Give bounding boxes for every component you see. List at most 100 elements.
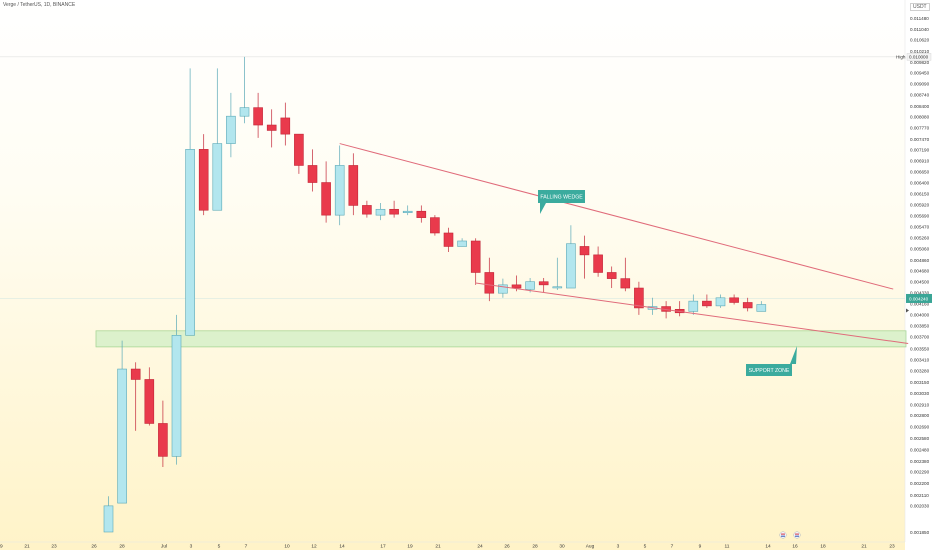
y-tick-label: 0.003410 <box>910 358 930 363</box>
y-tick-label: 0.002110 <box>910 493 929 498</box>
flag-circle <box>793 531 801 539</box>
candle[interactable] <box>198 134 209 216</box>
y-tick-label: 0.010620 <box>910 38 930 43</box>
candle[interactable] <box>688 294 699 315</box>
high-price-value: 0.010000 <box>909 55 929 60</box>
candle-body <box>321 182 331 216</box>
high-label: High <box>896 55 906 60</box>
candle[interactable] <box>362 200 372 218</box>
wedge-upper-line[interactable] <box>339 143 894 290</box>
candle[interactable] <box>606 266 617 289</box>
candle-body <box>362 205 372 215</box>
candle[interactable] <box>430 215 440 236</box>
candle[interactable] <box>185 68 195 336</box>
candle[interactable] <box>538 277 549 293</box>
candle[interactable] <box>634 281 644 315</box>
candle[interactable] <box>470 238 481 285</box>
candle-body <box>280 117 291 135</box>
candle[interactable] <box>457 238 467 247</box>
support-zone-label[interactable]: SUPPORT ZONE <box>746 346 797 376</box>
falling-wedge-label[interactable]: FALLING WEDGE <box>538 190 585 214</box>
candle-body <box>579 246 590 256</box>
candle[interactable] <box>212 68 223 211</box>
y-tick-label: 0.008080 <box>910 115 930 120</box>
candle[interactable] <box>593 246 603 277</box>
currency-label[interactable]: USDT <box>910 3 930 11</box>
y-tick-label: 0.002380 <box>910 459 930 464</box>
candle-body <box>538 281 549 286</box>
candle[interactable] <box>253 92 263 138</box>
candle[interactable] <box>620 257 631 292</box>
candle-body <box>198 149 209 211</box>
candle[interactable] <box>484 257 495 302</box>
x-tick-label: 24 <box>477 544 483 550</box>
candle-body <box>348 165 359 206</box>
event-flag-icon[interactable] <box>779 531 787 539</box>
candle[interactable] <box>389 200 399 218</box>
y-tick-label: 0.002480 <box>910 447 930 452</box>
candle[interactable] <box>416 205 427 223</box>
wedge-lower-line[interactable] <box>475 282 909 344</box>
candle-body <box>171 335 182 457</box>
y-tick-label: 0.002030 <box>910 504 930 509</box>
x-tick-label: 7 <box>245 544 248 550</box>
candle[interactable] <box>266 109 277 148</box>
x-tick-label: 19 <box>0 544 3 550</box>
x-tick-label: 23 <box>889 544 895 550</box>
x-tick-label: 3 <box>617 544 620 550</box>
candle[interactable] <box>348 153 359 216</box>
candle-body <box>402 210 413 213</box>
y-tick-label: 0.006150 <box>910 192 930 197</box>
y-tick-label: 0.003280 <box>910 369 930 374</box>
candle[interactable] <box>117 340 127 504</box>
candle[interactable] <box>307 149 318 192</box>
candle[interactable] <box>702 294 712 308</box>
flag-stripe <box>795 535 799 537</box>
candle[interactable] <box>280 102 291 146</box>
candle-body <box>375 208 386 216</box>
candle[interactable] <box>375 203 386 221</box>
price-axis-background <box>905 0 932 550</box>
candle[interactable] <box>226 92 236 158</box>
y-tick-label: 0.003550 <box>910 346 930 351</box>
x-tick-label: 12 <box>311 544 317 550</box>
candle[interactable] <box>334 145 345 226</box>
candle[interactable] <box>756 301 767 312</box>
candle[interactable] <box>158 400 168 468</box>
candle[interactable] <box>729 294 739 305</box>
y-tick-label: 0.003700 <box>910 335 930 340</box>
y-tick-label: 0.005920 <box>910 202 930 207</box>
candle[interactable] <box>239 56 250 124</box>
candle[interactable] <box>321 161 331 223</box>
candle[interactable] <box>171 314 182 465</box>
candle-body <box>525 281 535 290</box>
candle[interactable] <box>294 133 304 174</box>
y-tick-label: 0.009450 <box>910 71 930 76</box>
last-price-tag[interactable] <box>906 293 932 303</box>
candle-body <box>511 284 522 289</box>
candle-body <box>742 302 753 309</box>
candle[interactable] <box>402 205 413 216</box>
x-tick-label: 7 <box>671 544 674 550</box>
y-tick-label: 0.001850 <box>910 530 930 535</box>
support-zone-box[interactable] <box>95 330 907 348</box>
candle[interactable] <box>552 257 563 290</box>
event-flag-icon[interactable] <box>793 531 801 539</box>
candle-body <box>457 240 467 247</box>
candle[interactable] <box>130 362 141 431</box>
y-tick-label: 0.004330 <box>910 290 930 295</box>
candle[interactable] <box>443 227 454 253</box>
candle[interactable] <box>103 496 114 533</box>
x-tick-label: 9 <box>699 544 702 550</box>
candle[interactable] <box>742 297 753 312</box>
candle[interactable] <box>566 225 576 289</box>
y-tick-label: 0.002580 <box>910 436 930 441</box>
x-tick-label: 26 <box>504 544 510 550</box>
candle-body <box>702 300 712 307</box>
candle[interactable] <box>579 235 590 279</box>
candle[interactable] <box>144 367 155 426</box>
candle[interactable] <box>498 278 508 298</box>
x-tick-label: 10 <box>284 544 290 550</box>
candle[interactable] <box>715 294 726 308</box>
